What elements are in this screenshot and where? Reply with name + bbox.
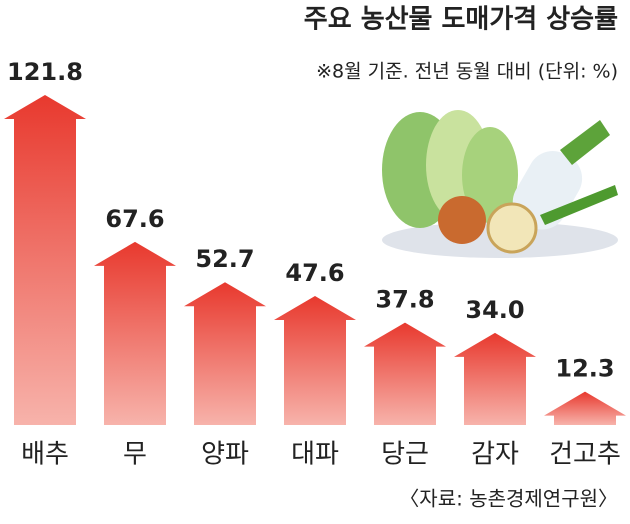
arrow-bar	[544, 391, 626, 425]
value-label: 67.6	[105, 205, 164, 233]
arrow-bar	[184, 282, 266, 425]
arrow-bar	[274, 296, 356, 425]
value-label: 34.0	[465, 296, 524, 324]
category-label: 무	[123, 440, 147, 470]
category-label: 대파	[291, 440, 339, 470]
arrow-bar	[94, 241, 176, 425]
value-label: 12.3	[555, 355, 614, 383]
category-label: 당근	[381, 440, 429, 470]
chart-title: 주요 농산물 도매가격 상승률	[304, 5, 618, 35]
category-label: 양파	[201, 440, 249, 470]
category-label: 배추	[21, 440, 69, 470]
vegetable-illustration	[382, 110, 618, 258]
source-note: 〈자료: 농촌경제연구원〉	[399, 487, 618, 511]
value-label: 121.8	[7, 58, 83, 86]
value-label: 47.6	[285, 259, 344, 287]
arrow-bar	[4, 95, 86, 425]
value-label: 52.7	[195, 245, 254, 273]
arrow-bar	[454, 332, 536, 425]
arrow-bar	[364, 322, 446, 425]
category-label: 감자	[471, 440, 519, 470]
chart-subtitle: ※8월 기준. 전년 동월 대비 (단위: %)	[316, 61, 618, 83]
value-label: 37.8	[375, 286, 434, 314]
category-label: 건고추	[549, 440, 621, 470]
